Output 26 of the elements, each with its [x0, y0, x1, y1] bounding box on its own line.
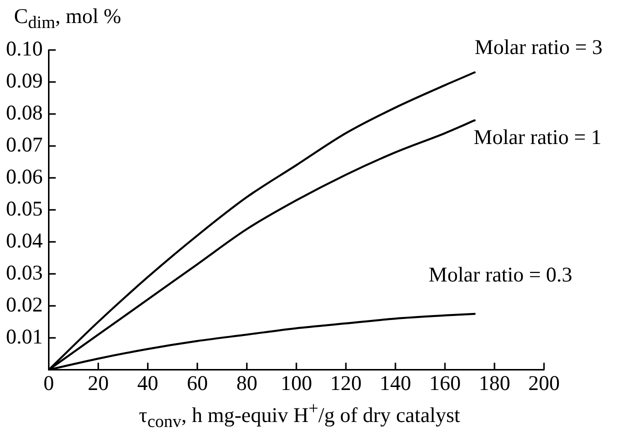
x-tick-label: 140	[380, 370, 412, 395]
x-tick-label: 20	[88, 370, 109, 395]
series-label: Molar ratio = 1	[474, 124, 602, 149]
y-tick-label: 0.05	[6, 196, 43, 220]
x-tick-label: 160	[429, 370, 461, 395]
y-tick-label: 0.07	[6, 132, 43, 156]
series-label: Molar ratio = 0.3	[428, 262, 572, 286]
y-tick-label: 0.01	[6, 324, 43, 348]
y-axis-title: C$_{dim}$, mol %	[14, 4, 122, 34]
x-tick-label: 200	[528, 370, 560, 395]
x-axis-title: τ$_{conv}$, h mg-equiv H$^{+}$/g of dry catalyst	[138, 398, 462, 432]
y-tick-label: 0.02	[6, 292, 43, 316]
y-tick-label: 0.10	[6, 36, 43, 61]
x-tick-label: 60	[186, 370, 208, 395]
y-tick-label: 0.08	[6, 100, 43, 124]
x-tick-label: 0	[44, 370, 54, 395]
y-tick-label: 0.06	[6, 164, 43, 188]
y-tick-label: 0.09	[6, 68, 43, 92]
y-tick-label: 0.03	[6, 260, 43, 284]
x-tick-label: 100	[280, 370, 312, 395]
x-tick-label: 120	[330, 370, 362, 395]
x-tick-label: 40	[137, 370, 158, 395]
x-tick-label: 80	[236, 370, 258, 395]
y-tick-label: 0.04	[6, 228, 44, 252]
series-label: Molar ratio = 3	[474, 34, 603, 59]
x-tick-label: 180	[478, 370, 510, 395]
